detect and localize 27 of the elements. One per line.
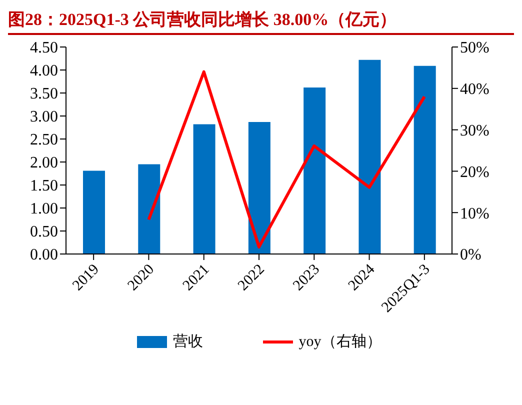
y-tick-label: 2.50 — [30, 132, 58, 149]
y-tick-label: 2.00 — [30, 154, 58, 172]
chart-title: 图28：2025Q1-3 公司营收同比增长 38.00%（亿元） — [8, 8, 514, 35]
y-tick-label: 3.00 — [30, 108, 58, 126]
y2-tick-label: 10% — [460, 205, 490, 222]
y-tick-label: 3.50 — [30, 86, 58, 103]
y2-tick-label: 0% — [460, 246, 482, 264]
y2-tick-label: 20% — [460, 164, 490, 181]
y2-tick-label: 50% — [460, 40, 490, 57]
bar — [248, 122, 270, 254]
line-series — [147, 70, 426, 248]
bar — [83, 170, 105, 254]
y-tick-label: 1.50 — [30, 178, 58, 195]
y2-tick-label: 40% — [460, 81, 490, 98]
y-tick-label: 0.00 — [30, 246, 58, 264]
legend-label: 营收 — [172, 332, 203, 351]
bar — [414, 66, 436, 254]
y-tick-label: 4.50 — [30, 40, 58, 57]
y2-tick-label: 30% — [460, 122, 490, 140]
bar — [304, 87, 326, 254]
bar — [138, 164, 160, 254]
y-tick-label: 0.50 — [30, 224, 58, 241]
y-tick-label: 1.00 — [30, 200, 58, 218]
bar — [358, 60, 381, 254]
legend-label: yoy（右轴） — [298, 332, 382, 351]
y-tick-label: 4.00 — [30, 62, 58, 80]
bar — [193, 124, 216, 254]
